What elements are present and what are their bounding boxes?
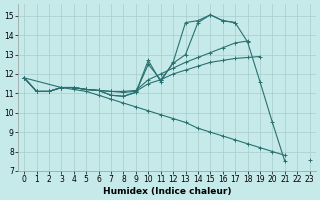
X-axis label: Humidex (Indice chaleur): Humidex (Indice chaleur): [103, 187, 231, 196]
